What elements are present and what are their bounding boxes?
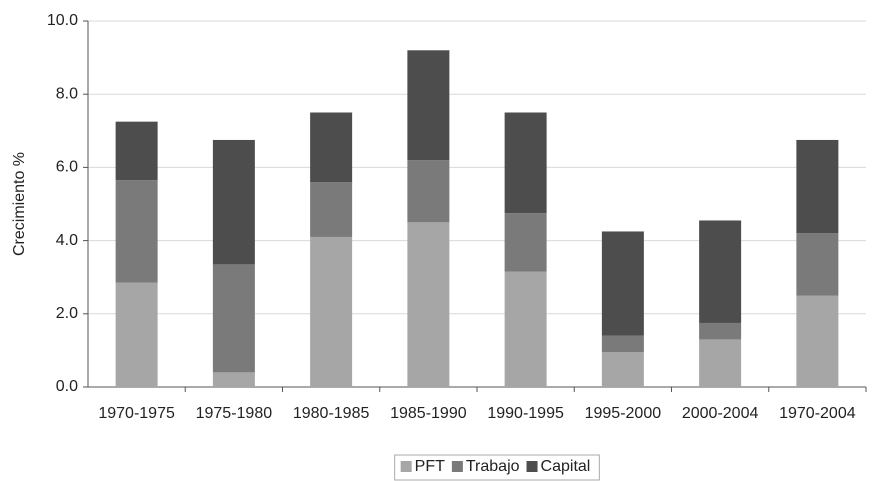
- y-tick-label: 4.0: [56, 232, 78, 249]
- bar-segment: [601, 231, 644, 336]
- bar-segment: [310, 236, 353, 387]
- bar-segment: [699, 220, 742, 323]
- bar-segment: [212, 264, 255, 373]
- y-tick-label: 8.0: [56, 85, 78, 102]
- x-tick-label: 1995-2000: [585, 405, 662, 422]
- bar-segment: [115, 121, 158, 181]
- bar-segment: [115, 282, 158, 387]
- y-tick-label: 6.0: [56, 159, 78, 176]
- y-tick-label: 0.0: [56, 378, 78, 395]
- legend-label: Capital: [541, 458, 591, 475]
- y-tick-label: 10.0: [47, 12, 78, 29]
- y-tick-label: 2.0: [56, 305, 78, 322]
- bar-segment: [796, 233, 839, 296]
- bar-segment: [601, 352, 644, 387]
- bar-segment: [699, 339, 742, 387]
- bar-segment: [796, 139, 839, 234]
- bar-segment: [601, 335, 644, 353]
- legend: [394, 454, 600, 481]
- y-axis-label: Crecimiento %: [11, 152, 28, 256]
- x-tick-label: 1970-1975: [98, 405, 175, 422]
- legend-swatch: [451, 461, 463, 472]
- x-tick-label: 1980-1985: [293, 405, 370, 422]
- x-tick-label: 1970-2004: [779, 405, 856, 422]
- bar-segment: [504, 271, 547, 387]
- bar-segment: [310, 182, 353, 237]
- bar-segment: [504, 112, 547, 214]
- legend-swatch: [400, 461, 412, 472]
- x-tick-label: 1975-1980: [196, 405, 273, 422]
- bar-segment: [407, 50, 450, 161]
- bar-segment: [407, 222, 450, 387]
- legend-label: Trabajo: [466, 458, 520, 475]
- x-tick-label: 1985-1990: [390, 405, 467, 422]
- legend-label: PFT: [415, 458, 445, 475]
- legend-swatch: [526, 461, 538, 472]
- bar-segment: [115, 180, 158, 283]
- x-tick-label: 2000-2004: [682, 405, 759, 422]
- x-tick-label: 1990-1995: [487, 405, 564, 422]
- bar-segment: [212, 372, 255, 387]
- bar-segment: [212, 139, 255, 265]
- bar-segment: [504, 213, 547, 272]
- bar-segment: [310, 112, 353, 183]
- bar-segment: [699, 322, 742, 340]
- bar-segment: [796, 295, 839, 387]
- bar-segment: [407, 160, 450, 223]
